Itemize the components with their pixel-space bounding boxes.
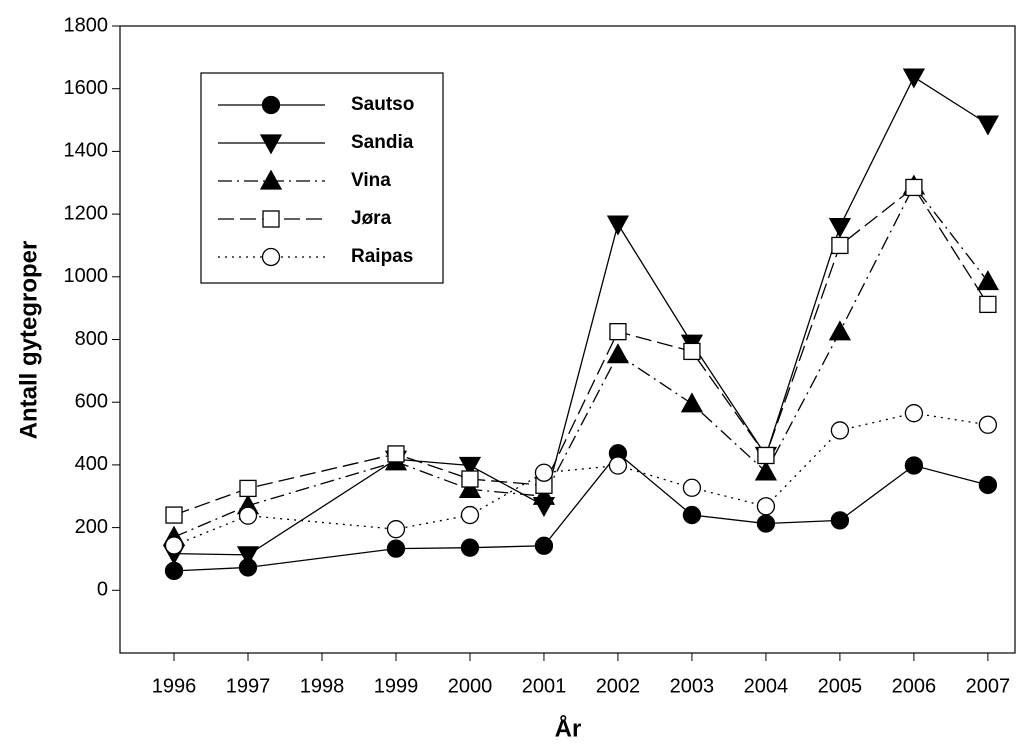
x-tick-label: 2002 [596,675,641,697]
x-tick-label: 2004 [744,675,789,697]
y-tick-label: 1800 [64,14,109,36]
data-point [387,445,405,463]
data-point [902,68,926,89]
legend-label: Vina [351,170,391,191]
x-tick-label: 1998 [300,675,345,697]
legend-label: Sautso [351,94,414,115]
data-point [534,463,554,482]
data-point [682,505,702,525]
data-point [164,536,184,555]
y-axis-title: Antall gytegroper [15,241,42,440]
x-tick-label: 2000 [448,675,493,697]
legend-marker [262,210,280,228]
data-point [460,538,480,557]
data-point [534,536,554,555]
data-point [609,323,627,341]
legend-marker [259,169,283,190]
y-tick-label: 0 [97,579,108,601]
legend-marker [259,134,283,155]
x-tick-label: 2001 [522,675,567,697]
data-point [239,479,257,498]
y-tick-label: 800 [75,328,108,350]
data-point [976,115,999,136]
data-point [831,236,849,255]
data-point [828,217,852,238]
y-tick-label: 1600 [64,77,109,99]
data-point [830,421,850,440]
data-point [532,484,556,505]
data-point [979,295,997,314]
data-point [756,514,776,533]
y-tick-label: 1400 [64,140,109,162]
data-point [830,511,850,530]
data-point [905,178,923,197]
data-point [461,470,479,488]
data-point [757,446,775,465]
series-line [173,452,989,572]
y-tick-label: 200 [75,516,108,538]
data-point [978,475,998,495]
data-point [978,415,998,434]
data-point [386,539,406,558]
data-point [904,456,924,475]
data-point [828,320,852,341]
data-point [682,478,702,497]
data-point [976,270,999,291]
data-point [608,456,628,475]
data-point [458,478,482,499]
x-tick-label: 2005 [818,675,863,697]
series-line [173,412,988,547]
legend-label: Jøra [351,208,392,229]
data-point [680,392,704,413]
x-tick-label: 1996 [152,675,197,697]
data-point [458,456,482,477]
data-point [606,343,630,364]
data-point [754,460,778,481]
legend-label: Sandia [351,132,414,153]
data-point [904,404,924,423]
y-tick-label: 400 [75,453,108,475]
y-tick-label: 1200 [64,202,109,224]
data-point [236,546,260,567]
x-axis-title: År [555,714,582,742]
x-tick-label: 1997 [226,675,271,697]
data-point [238,506,258,525]
data-point [460,505,480,525]
legend-marker [261,247,281,267]
data-point [165,506,183,524]
x-tick-label: 2006 [892,675,937,697]
data-point [606,215,630,236]
y-tick-label: 1000 [64,265,109,287]
x-tick-label: 1999 [374,675,419,697]
data-point [683,342,701,361]
legend-marker [261,95,281,115]
x-tick-label: 2007 [966,675,1011,697]
data-point [756,497,776,516]
legend-box [200,72,444,284]
data-point [386,520,406,539]
x-tick-label: 2003 [670,675,715,697]
legend-label: Raipas [351,246,413,267]
y-tick-label: 600 [75,390,108,412]
